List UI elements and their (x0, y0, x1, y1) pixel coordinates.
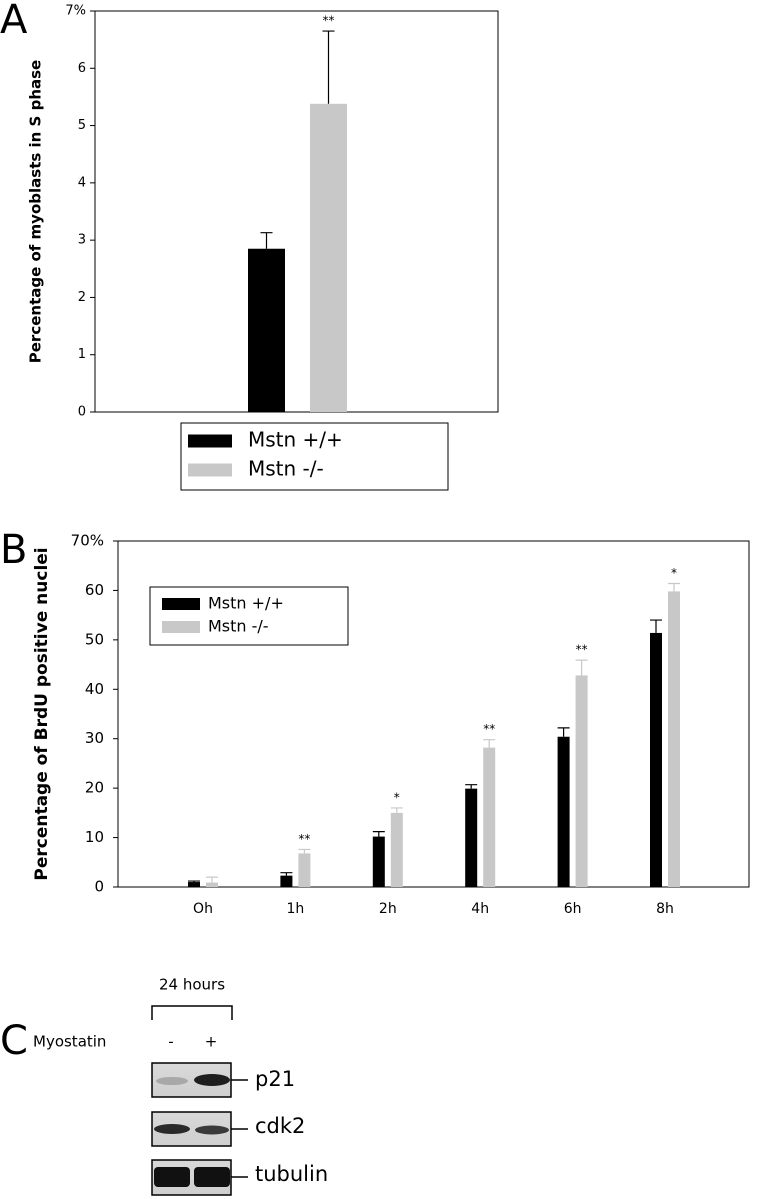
legend-swatch (188, 434, 232, 448)
significance-label: ** (323, 14, 335, 28)
bar (280, 875, 293, 887)
legend-label: Mstn -/- (248, 457, 324, 481)
plot-frame (94, 10, 499, 413)
error-bar (575, 659, 588, 676)
error-bar (322, 30, 335, 104)
y-tick-label: 0 (94, 878, 104, 896)
y-tick-label: 60 (85, 581, 104, 599)
legend-swatch (162, 621, 200, 633)
error-bar (280, 872, 293, 876)
significance-label: * (671, 566, 677, 580)
legend-box (180, 422, 449, 491)
band (154, 1167, 190, 1187)
legend-box (149, 586, 349, 646)
legend-swatch (188, 463, 232, 477)
legend-label: Mstn +/+ (208, 594, 284, 613)
band-label: cdk2 (255, 1114, 305, 1138)
error-bar (206, 876, 218, 883)
y-tick-label: 6 (78, 61, 86, 76)
y-tick-label: 5 (78, 118, 86, 133)
bar (390, 812, 403, 887)
lane-label: + (205, 1033, 218, 1051)
significance-label: ** (298, 832, 310, 846)
error-bar (557, 727, 570, 737)
legend-label: Mstn +/+ (248, 428, 343, 452)
error-bar (298, 848, 311, 854)
band (194, 1074, 230, 1086)
bracket (151, 1005, 233, 1020)
error-bar (188, 880, 200, 883)
y-axis-title: Percentage of myoblasts in S phase (27, 60, 45, 363)
y-tick-label: 7% (65, 4, 86, 19)
band (154, 1124, 190, 1134)
y-tick-label: 10 (85, 828, 104, 846)
time-label: 24 hours (159, 976, 225, 994)
band (194, 1167, 230, 1187)
band-label: p21 (255, 1067, 295, 1091)
panel-letter: C (0, 1018, 28, 1064)
error-bar (372, 831, 385, 837)
x-tick-label: 4h (471, 901, 489, 917)
treatment-label: Myostatin (33, 1033, 106, 1051)
y-tick-label: 30 (85, 729, 104, 747)
error-bar (465, 784, 478, 789)
bar (206, 882, 218, 887)
x-tick-label: Oh (193, 901, 213, 917)
error-bar (483, 739, 496, 748)
x-tick-label: 2h (379, 901, 397, 917)
panel-letter: A (0, 0, 28, 43)
bar (248, 248, 285, 412)
bar (310, 103, 347, 412)
bar (188, 882, 200, 887)
band (156, 1077, 188, 1085)
x-tick-label: 6h (564, 901, 582, 917)
plot-frame (117, 540, 750, 888)
band-label: tubulin (255, 1162, 328, 1186)
bar (483, 747, 496, 887)
x-tick-label: 8h (656, 901, 674, 917)
y-tick-label: 50 (85, 630, 104, 648)
bar (557, 736, 570, 887)
error-bar (390, 807, 403, 813)
y-tick-label: 4 (78, 175, 86, 190)
y-tick-label: 40 (85, 680, 104, 698)
y-tick-label: 70% (71, 532, 104, 550)
bar (650, 632, 662, 887)
band (195, 1125, 229, 1135)
significance-label: ** (483, 722, 495, 736)
y-tick-label: 1 (78, 347, 86, 362)
y-tick-label: 0 (78, 405, 86, 420)
error-bar (668, 582, 680, 592)
bar (668, 591, 680, 887)
x-tick-label: 1h (287, 901, 305, 917)
blot-cdk2: cdk2 (151, 1111, 305, 1147)
bar (465, 788, 478, 887)
lane-label: - (168, 1033, 173, 1051)
y-tick-label: 20 (85, 779, 104, 797)
panel-letter: B (0, 527, 27, 573)
bar (575, 675, 588, 887)
legend-swatch (162, 598, 200, 610)
error-bar (650, 619, 662, 633)
y-axis-title: Percentage of BrdU positive nuclei (32, 547, 52, 880)
legend-label: Mstn -/- (208, 617, 269, 636)
bar (298, 853, 311, 887)
blot-tubulin: tubulin (151, 1159, 328, 1196)
error-bar (260, 232, 273, 249)
y-tick-label: 2 (78, 290, 86, 305)
bar (372, 836, 385, 887)
y-tick-label: 3 (78, 233, 86, 248)
significance-label: ** (576, 643, 588, 657)
significance-label: * (394, 790, 400, 804)
blot-p21: p21 (151, 1062, 295, 1098)
